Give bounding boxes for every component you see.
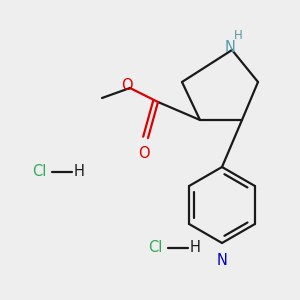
Text: Cl: Cl <box>32 164 46 179</box>
Text: H: H <box>234 29 243 42</box>
Text: N: N <box>217 253 227 268</box>
Text: Cl: Cl <box>148 241 162 256</box>
Text: N: N <box>225 40 236 56</box>
Text: H: H <box>190 241 201 256</box>
Text: O: O <box>121 79 133 94</box>
Text: H: H <box>74 164 85 179</box>
Text: O: O <box>138 146 150 161</box>
